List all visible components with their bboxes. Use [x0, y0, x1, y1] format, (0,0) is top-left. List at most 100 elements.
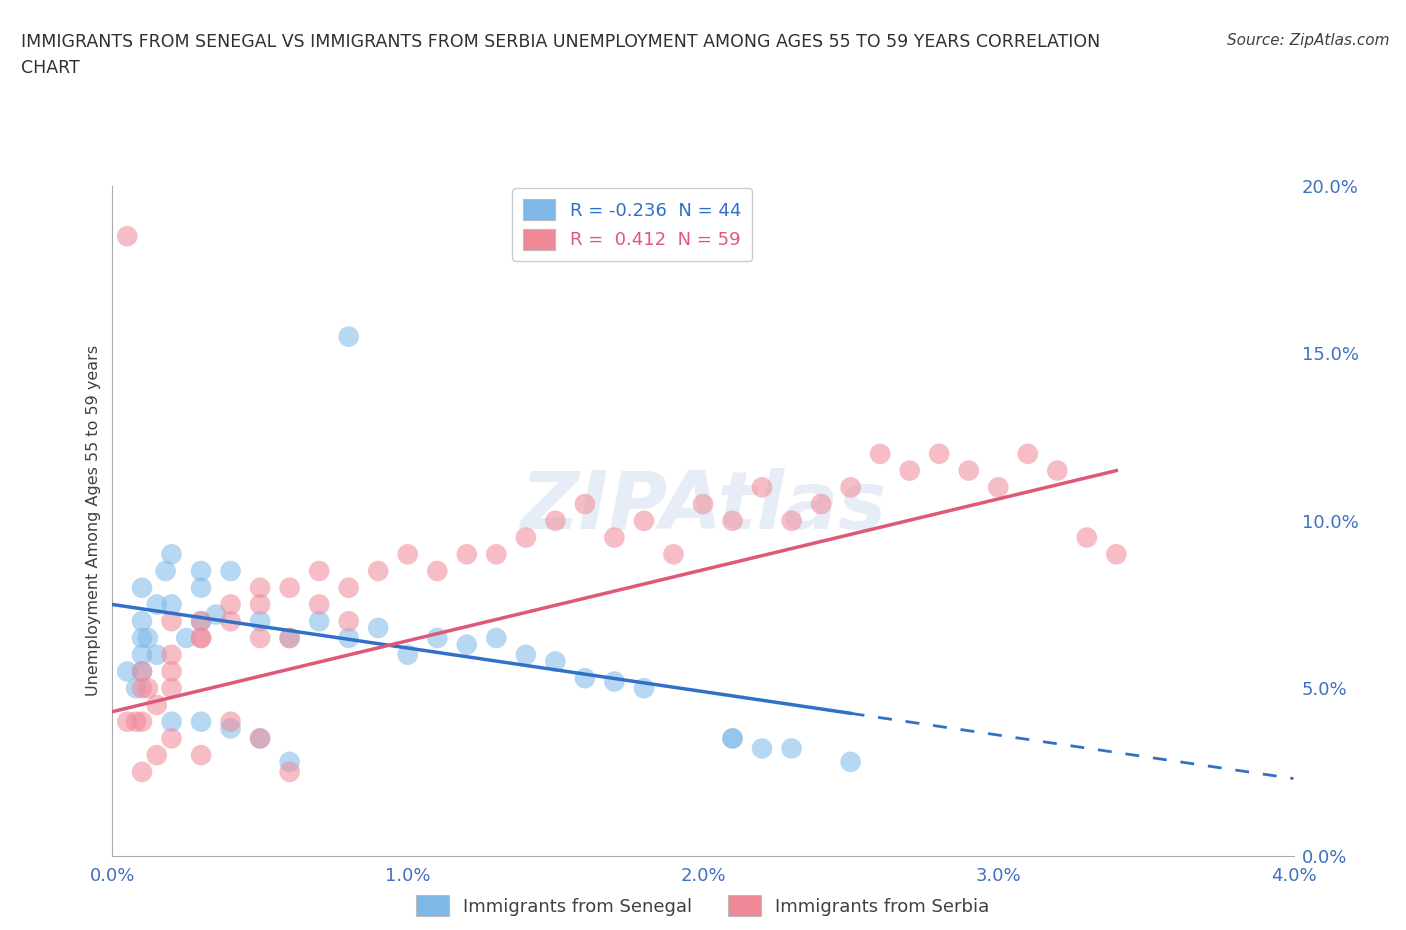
Point: [456, 637, 478, 652]
Point: [117, 714, 138, 729]
Point: [117, 664, 138, 679]
Y-axis label: Unemployment Among Ages 55 to 59 years: Unemployment Among Ages 55 to 59 years: [86, 345, 101, 697]
Point: [396, 647, 419, 662]
Point: [839, 754, 862, 769]
Point: [131, 647, 153, 662]
Point: [426, 631, 449, 645]
Point: [780, 513, 803, 528]
Point: [125, 681, 148, 696]
Point: [810, 497, 832, 512]
Point: [131, 614, 153, 629]
Point: [249, 731, 271, 746]
Point: [367, 620, 389, 635]
Point: [160, 731, 183, 746]
Point: [160, 647, 183, 662]
Point: [337, 614, 360, 629]
Point: [751, 480, 773, 495]
Point: [174, 631, 197, 645]
Point: [146, 597, 169, 612]
Point: [574, 497, 596, 512]
Point: [219, 714, 242, 729]
Point: [515, 647, 537, 662]
Point: [721, 513, 744, 528]
Point: [692, 497, 714, 512]
Point: [603, 530, 626, 545]
Point: [131, 681, 153, 696]
Point: [721, 731, 744, 746]
Point: [337, 580, 360, 595]
Point: [869, 446, 891, 461]
Point: [308, 614, 330, 629]
Point: [219, 597, 242, 612]
Point: [146, 647, 169, 662]
Point: [839, 480, 862, 495]
Point: [780, 741, 803, 756]
Point: [160, 614, 183, 629]
Point: [190, 748, 212, 763]
Point: [146, 748, 169, 763]
Point: [136, 631, 159, 645]
Point: [160, 664, 183, 679]
Point: [249, 597, 271, 612]
Point: [485, 547, 508, 562]
Point: [633, 513, 655, 528]
Point: [574, 671, 596, 685]
Point: [136, 681, 159, 696]
Point: [190, 631, 212, 645]
Point: [190, 580, 212, 595]
Point: [131, 631, 153, 645]
Point: [131, 580, 153, 595]
Point: [190, 614, 212, 629]
Point: [1076, 530, 1098, 545]
Point: [1105, 547, 1128, 562]
Point: [160, 547, 183, 562]
Text: IMMIGRANTS FROM SENEGAL VS IMMIGRANTS FROM SERBIA UNEMPLOYMENT AMONG AGES 55 TO : IMMIGRANTS FROM SENEGAL VS IMMIGRANTS FR…: [21, 33, 1101, 77]
Point: [190, 714, 212, 729]
Point: [125, 714, 148, 729]
Point: [131, 664, 153, 679]
Point: [131, 714, 153, 729]
Text: ZIPAtlas: ZIPAtlas: [520, 469, 886, 547]
Point: [544, 654, 567, 669]
Point: [337, 329, 360, 344]
Point: [544, 513, 567, 528]
Point: [751, 741, 773, 756]
Text: Source: ZipAtlas.com: Source: ZipAtlas.com: [1226, 33, 1389, 47]
Point: [155, 564, 177, 578]
Point: [205, 607, 228, 622]
Point: [1046, 463, 1069, 478]
Point: [633, 681, 655, 696]
Point: [249, 580, 271, 595]
Point: [928, 446, 950, 461]
Point: [721, 731, 744, 746]
Point: [456, 547, 478, 562]
Point: [249, 631, 271, 645]
Point: [249, 614, 271, 629]
Point: [367, 564, 389, 578]
Point: [190, 614, 212, 629]
Point: [219, 614, 242, 629]
Point: [426, 564, 449, 578]
Point: [131, 664, 153, 679]
Point: [898, 463, 921, 478]
Point: [515, 530, 537, 545]
Point: [160, 681, 183, 696]
Point: [337, 631, 360, 645]
Point: [278, 631, 301, 645]
Point: [146, 698, 169, 712]
Point: [219, 721, 242, 736]
Point: [603, 674, 626, 689]
Point: [396, 547, 419, 562]
Legend: Immigrants from Senegal, Immigrants from Serbia: Immigrants from Senegal, Immigrants from…: [409, 888, 997, 923]
Point: [131, 764, 153, 779]
Point: [987, 480, 1010, 495]
Point: [249, 731, 271, 746]
Point: [308, 597, 330, 612]
Point: [308, 564, 330, 578]
Point: [278, 580, 301, 595]
Point: [485, 631, 508, 645]
Point: [278, 754, 301, 769]
Point: [190, 631, 212, 645]
Point: [160, 714, 183, 729]
Point: [160, 597, 183, 612]
